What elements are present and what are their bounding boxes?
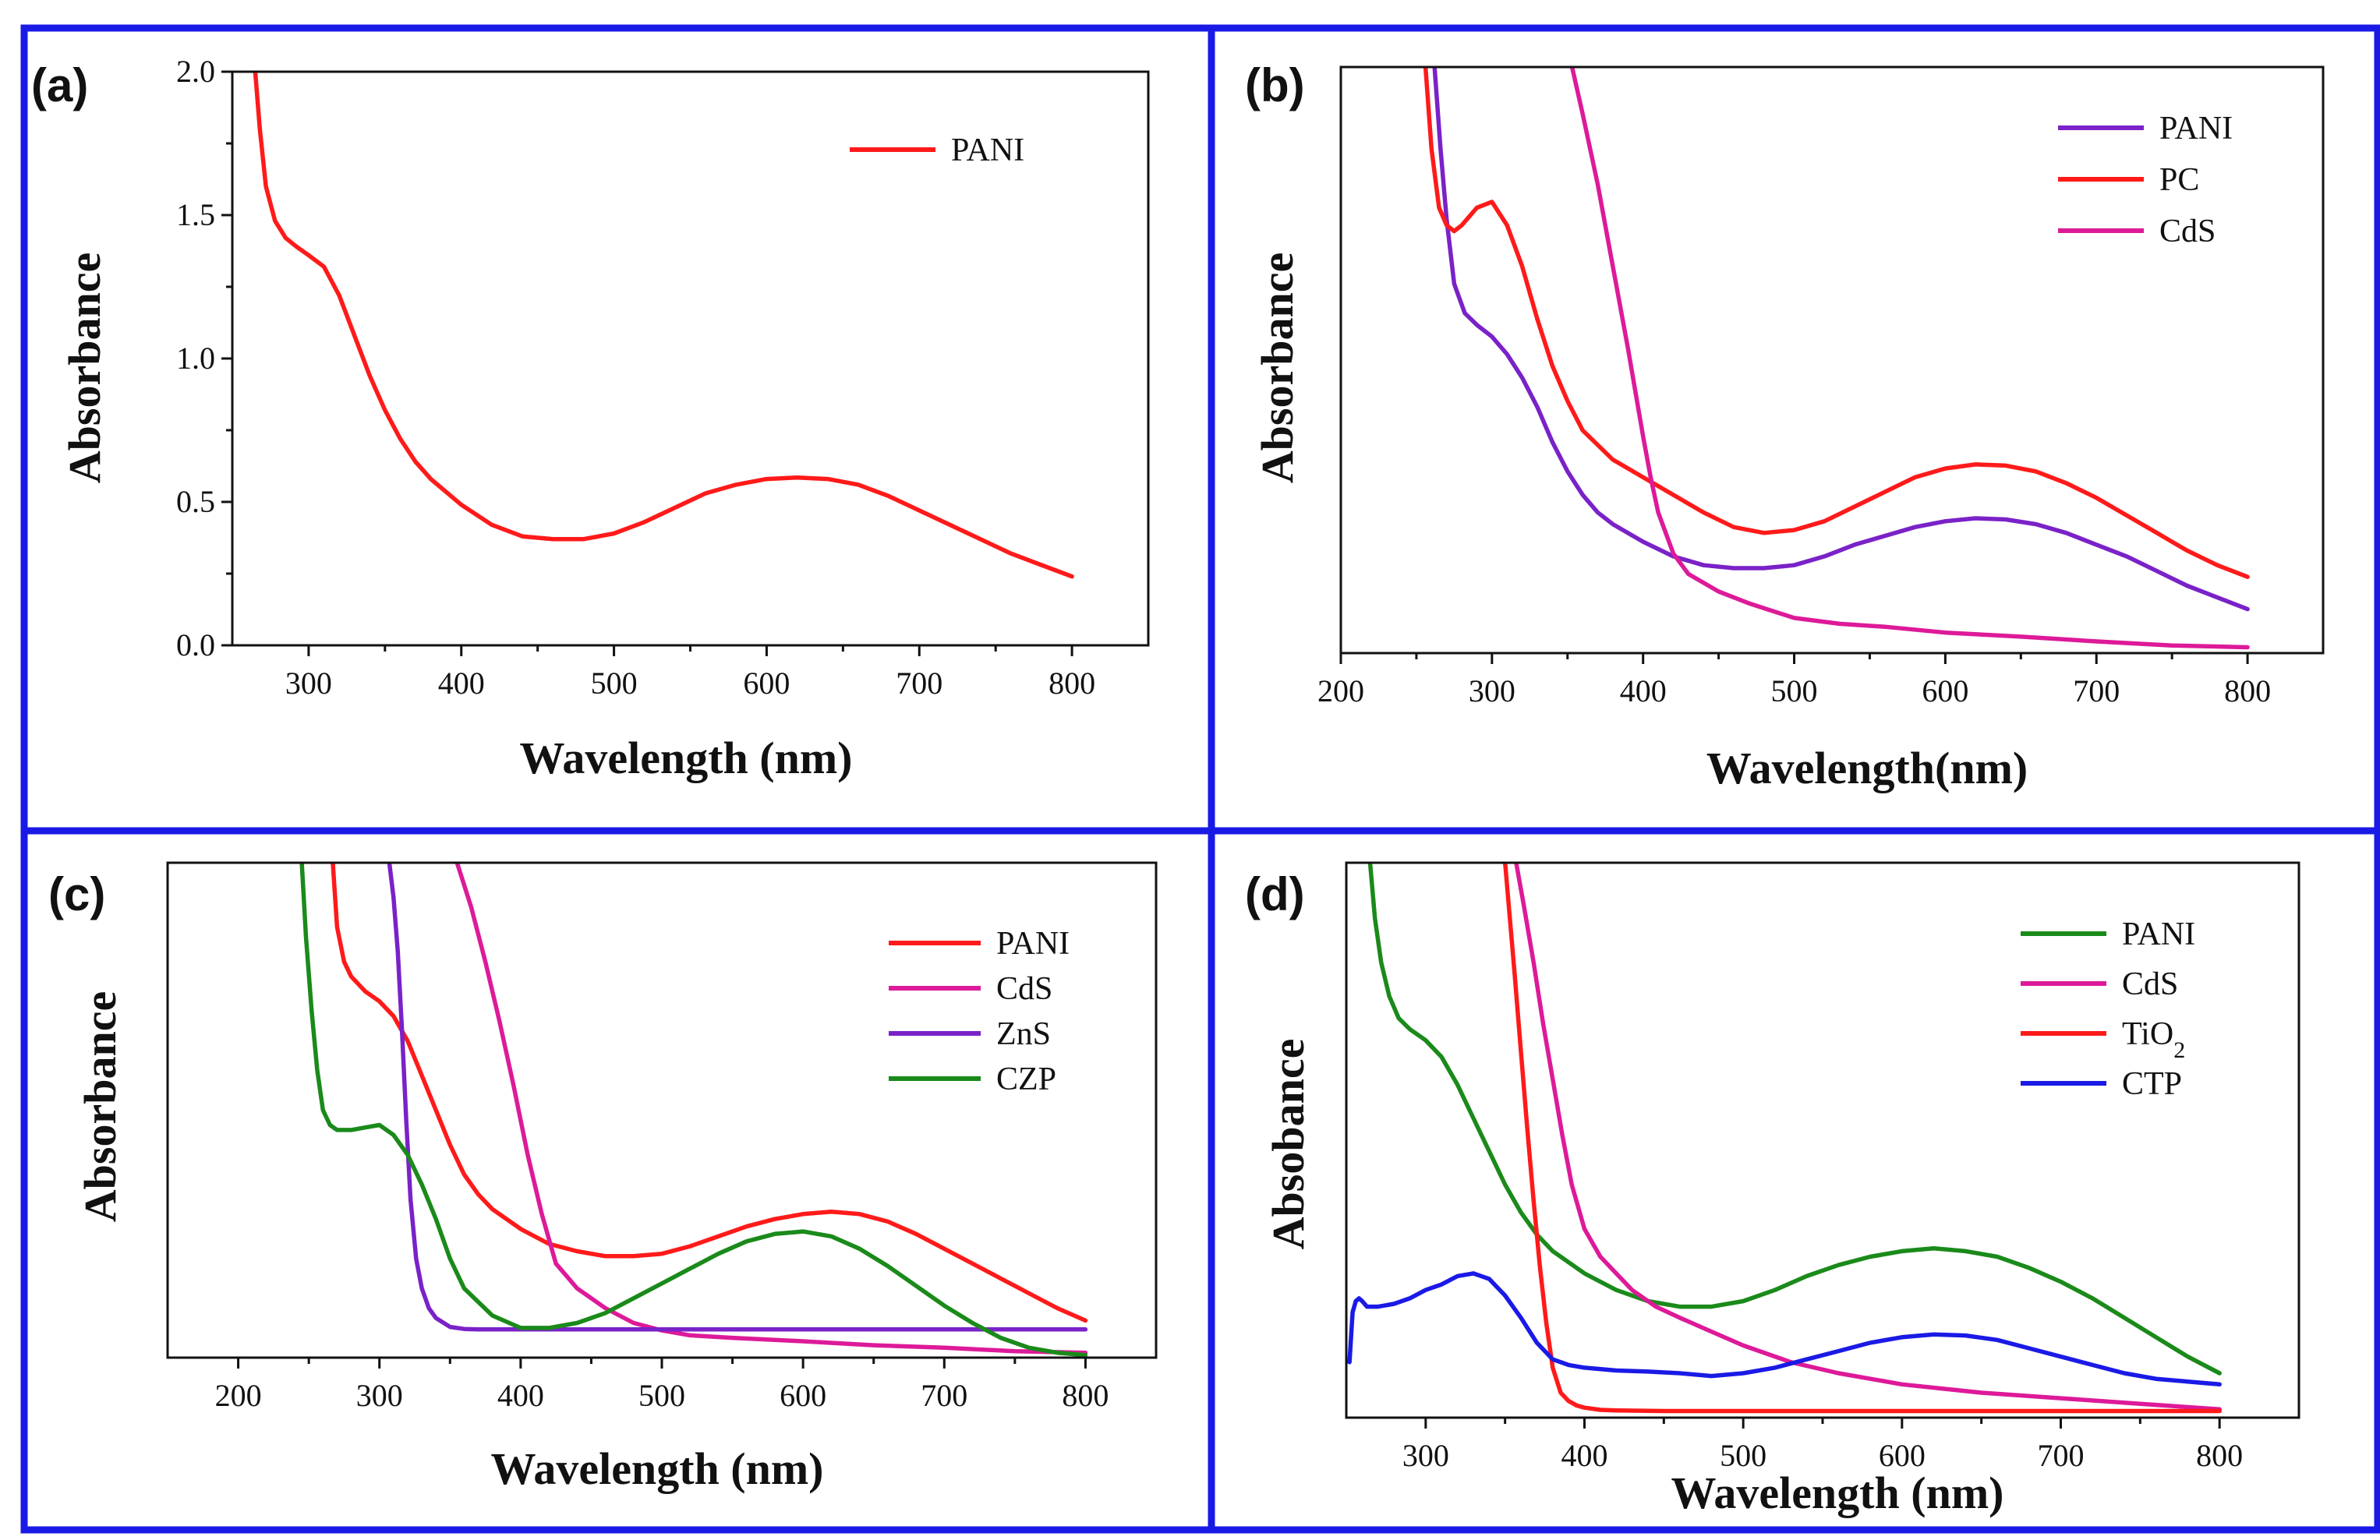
legend-label-tio2: TiO2 [2122,1016,2185,1063]
series-line-pani [253,72,1074,579]
x-tick-label: 300 [285,666,332,701]
series-line-pc [1423,67,2250,579]
panel-d-chart: (d) Absobance Wavelength (nm) 300 400 500 6… [1245,861,2300,1518]
x-tick-label: 700 [2038,1438,2085,1473]
x-tick-label: 200 [1317,673,1364,708]
y-tick-label: 0.0 [176,627,215,662]
panel-d-xlabel: Wavelength (nm) [1671,1468,2004,1518]
x-tick-label: 800 [2224,673,2271,708]
series-line-cds [1569,67,2250,650]
x-tick-label: 800 [2196,1438,2243,1473]
x-tick-label: 700 [2073,673,2120,708]
x-tick-label: 400 [1620,673,1667,708]
x-tick-label: 400 [497,1378,544,1413]
panel-d-label: (d) [1245,868,1305,920]
panel-b-chart: (b) Absorbance Wavelength(nm) 200 300 400 5… [1245,59,2325,793]
legend-label-cds: CdS [996,971,1052,1007]
panel-b-label: (b) [1245,59,1305,111]
x-tick-label: 500 [1771,673,1818,708]
x-tick-label: 800 [1049,666,1095,701]
y-tick-label: 2.0 [176,54,215,89]
panel-c-label: (c) [48,868,105,920]
panel-c-axes-box [166,861,1158,1359]
series-line-pani [1367,863,2222,1376]
series-line-pani [331,863,1088,1323]
y-tick-label: 1.0 [176,341,215,376]
panel-a-ylabel: Absorbance [59,253,110,483]
x-tick-label: 400 [1561,1438,1608,1473]
x-tick-label: 500 [638,1378,685,1413]
legend-label-pani: PANI [2122,917,2195,952]
x-tick-label: 300 [1402,1438,1449,1473]
x-tick-label: 700 [896,666,942,701]
panel-d-frame [1208,827,2380,1534]
x-tick-label: 800 [1062,1378,1109,1413]
panel-b-axes-box [1339,65,2325,655]
legend-label-pani: PANI [2159,111,2233,147]
x-tick-label: 600 [743,666,790,701]
panel-b-ylabel: Absorbance [1252,253,1303,483]
legend-label-czp: CZP [996,1061,1056,1097]
panel-a-label: (a) [31,59,88,111]
series-line-ctp [1347,1271,2222,1387]
legend-label-zns: ZnS [996,1016,1051,1052]
x-tick-label: 200 [215,1378,262,1413]
panel-c-ylabel: Absorbance [75,991,126,1222]
panel-a-xlabel: Wavelength (nm) [520,733,853,783]
x-tick-label: 600 [780,1378,826,1413]
x-tick-label: 500 [1720,1438,1766,1473]
panel-a-axes-box [231,70,1150,647]
panel-d-axes-box [1345,861,2300,1419]
y-tick-label: 1.5 [176,197,215,232]
legend-label-pani: PANI [951,132,1024,168]
series-line-czp [299,863,1088,1358]
series-line-zns [387,863,1088,1332]
panel-a-chart: (a) Absorbance Wavelength (nm) 300 400 500… [31,54,1150,783]
x-tick-label: 400 [438,666,485,701]
x-tick-label: 300 [1469,673,1515,708]
legend-label-ctp: CTP [2122,1066,2182,1102]
x-tick-label: 300 [356,1378,403,1413]
series-line-tio2 [1502,863,2222,1414]
series-line-cds [454,863,1088,1355]
panel-c-xlabel: Wavelength (nm) [491,1443,824,1494]
series-line-cds [1514,863,2222,1412]
series-line-pani [1432,67,2250,612]
panel-a-frame [20,24,1215,835]
y-tick-label: 0.5 [176,484,215,519]
x-tick-label: 500 [591,666,638,701]
legend-label-cds: CdS [2122,966,2178,1002]
panel-b-xlabel: Wavelength(nm) [1706,743,2028,793]
panel-b-frame [1208,24,2380,835]
x-tick-label: 600 [1879,1438,1926,1473]
panel-c-chart: (c) Absorbance Wavelength (nm) 200 300 400… [48,861,1158,1494]
x-tick-label: 600 [1922,673,1968,708]
legend-label-pani: PANI [996,926,1070,962]
panel-d-ylabel: Absobance [1263,1039,1314,1250]
legend-label-pc: PC [2159,162,2199,198]
x-tick-label: 700 [921,1378,967,1413]
legend-label-cds: CdS [2159,214,2216,249]
